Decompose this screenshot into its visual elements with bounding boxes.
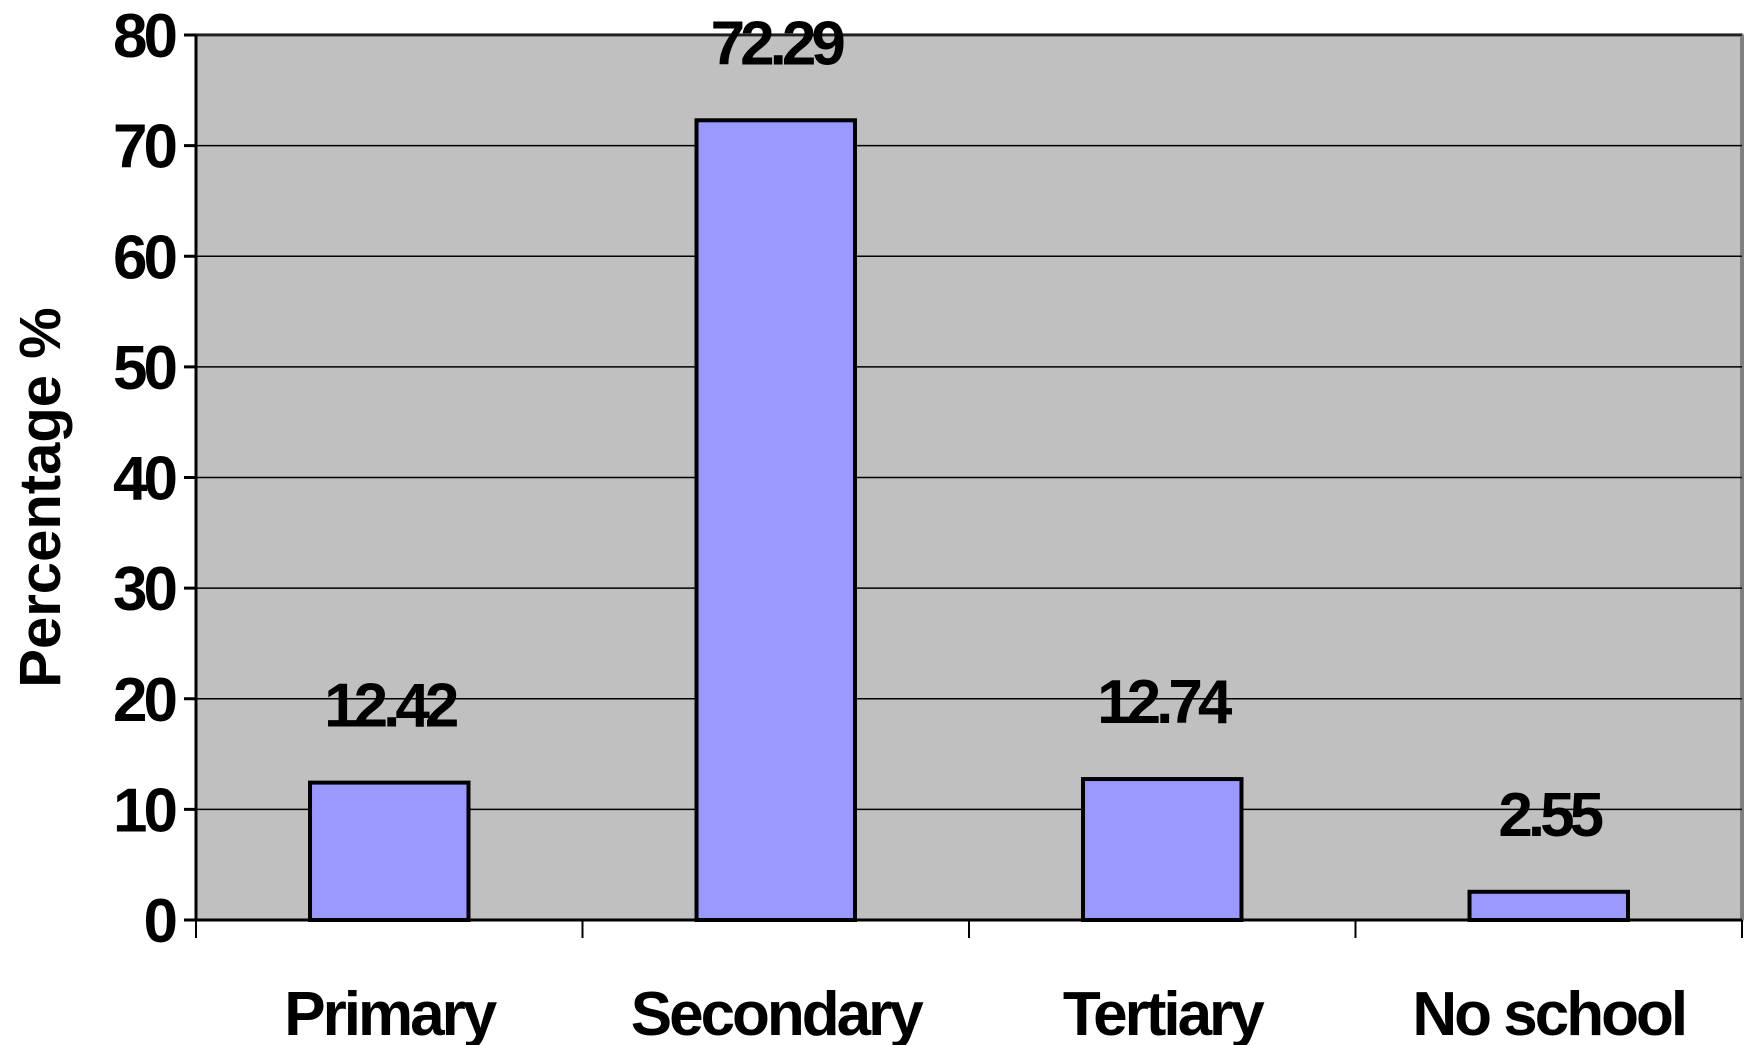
y-tick-label: 20 (113, 666, 175, 735)
y-tick-label: 60 (113, 223, 175, 292)
y-tick-label: 80 (113, 2, 175, 71)
y-tick-label: 30 (113, 555, 175, 624)
x-tick-label: No school (1412, 980, 1685, 1045)
data-label: 72.29 (711, 9, 845, 78)
labels: 12.42 Primary 72.29 Secondary 12.74 Tertiary 2… (113, 2, 1688, 1045)
x-tick-label: Tertiary (1063, 980, 1265, 1045)
y-tick-label: 40 (113, 445, 175, 514)
bar-primary (308, 780, 471, 923)
bar-no-school (1467, 889, 1630, 923)
bar-tertiary (1081, 777, 1244, 922)
gridlines (196, 34, 1742, 811)
x-tick-label: Primary (284, 980, 497, 1045)
data-label: 2.55 (1498, 781, 1602, 850)
data-label: 12.42 (324, 672, 457, 741)
y-tick-label: 0 (144, 887, 176, 956)
y-axis-title: Percentage % (8, 307, 73, 687)
axes (184, 33, 1743, 938)
y-tick-label: 70 (113, 113, 175, 182)
x-tick-label: Secondary (631, 980, 925, 1045)
bar-secondary (694, 118, 857, 923)
y-tick-label: 10 (113, 776, 175, 845)
data-label: 12.74 (1097, 668, 1233, 737)
y-tick-label: 50 (113, 334, 175, 403)
